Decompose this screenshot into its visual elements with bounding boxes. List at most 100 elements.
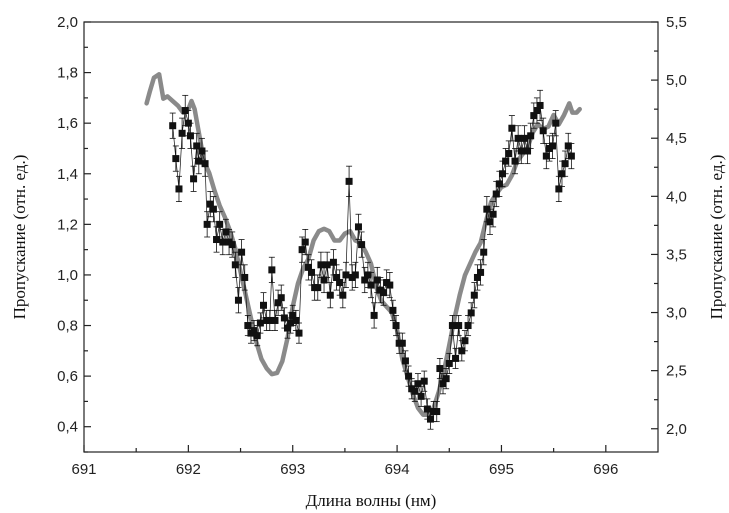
x-tick-label: 691: [71, 461, 96, 478]
data-point: [417, 392, 425, 400]
data-point: [470, 291, 478, 299]
data-point: [452, 354, 460, 362]
data-point: [555, 185, 563, 193]
data-point: [274, 299, 282, 307]
data-point: [405, 372, 413, 380]
data-point: [178, 129, 186, 137]
data-point: [209, 205, 217, 213]
data-point: [505, 150, 513, 158]
data-point: [295, 329, 303, 337]
data-point: [326, 291, 334, 299]
y-left-tick-label: 1,2: [57, 216, 78, 233]
data-point: [473, 273, 481, 281]
data-point: [370, 311, 378, 319]
data-point: [195, 157, 203, 165]
data-point: [190, 175, 198, 183]
data-point: [436, 365, 444, 373]
data-point: [423, 405, 431, 413]
left-y-axis-title: Пропускание (отн. ед.): [10, 155, 29, 320]
y-right-tick-label: 5,0: [666, 72, 687, 89]
data-point: [317, 261, 325, 269]
data-point: [527, 132, 535, 140]
data-point: [552, 119, 560, 127]
data-point: [284, 324, 292, 332]
data-point: [228, 241, 236, 249]
data-point: [277, 294, 285, 302]
points-connector-line: [172, 104, 572, 421]
data-point: [492, 190, 500, 198]
data-point: [351, 271, 359, 279]
y-left-tick-label: 1,0: [57, 267, 78, 284]
data-point: [280, 314, 288, 322]
data-point: [266, 316, 274, 324]
data-point: [186, 132, 194, 140]
data-point: [520, 134, 528, 142]
data-point: [486, 218, 494, 226]
data-point: [398, 339, 406, 347]
data-point: [213, 236, 221, 244]
y-left-tick-label: 0,6: [57, 368, 78, 385]
data-point: [203, 220, 211, 228]
data-point: [201, 160, 209, 168]
data-point: [345, 177, 353, 185]
data-point: [298, 246, 306, 254]
data-point: [439, 380, 447, 388]
data-point: [524, 147, 532, 155]
data-point: [304, 263, 312, 271]
data-point: [517, 147, 525, 155]
y-right-tick-label: 5,5: [666, 14, 687, 31]
y-left-tick-label: 0,4: [57, 419, 78, 436]
data-points-layer: [169, 101, 575, 423]
data-point: [250, 327, 258, 335]
data-point: [323, 261, 331, 269]
data-point: [206, 200, 214, 208]
data-point: [442, 375, 450, 383]
data-point: [508, 124, 516, 132]
data-point: [477, 268, 485, 276]
data-point: [373, 276, 381, 284]
x-tick-label: 694: [385, 461, 410, 478]
data-point: [511, 157, 519, 165]
data-point: [320, 276, 328, 284]
data-point: [287, 319, 295, 327]
data-point: [172, 155, 180, 163]
data-point: [420, 377, 428, 385]
data-point: [389, 306, 397, 314]
data-point: [567, 152, 575, 160]
data-point: [231, 261, 239, 269]
data-point: [561, 160, 569, 168]
data-point: [401, 357, 409, 365]
data-point: [489, 210, 497, 218]
data-point: [467, 309, 475, 317]
data-point: [175, 185, 183, 193]
x-tick-label: 695: [489, 461, 514, 478]
data-point: [354, 223, 362, 231]
data-point: [308, 268, 316, 276]
data-point: [289, 311, 297, 319]
data-point: [181, 107, 189, 115]
data-point: [461, 337, 469, 345]
data-point: [333, 273, 341, 281]
data-point: [458, 347, 466, 355]
data-point: [530, 112, 538, 120]
data-point: [542, 152, 550, 160]
data-point: [198, 147, 206, 155]
data-point: [169, 122, 177, 130]
data-point: [193, 142, 201, 150]
data-point: [260, 301, 268, 309]
data-point: [244, 322, 252, 330]
data-point: [339, 291, 347, 299]
x-tick-label: 693: [280, 461, 305, 478]
data-point: [268, 266, 276, 274]
data-point: [271, 316, 279, 324]
data-point: [414, 380, 422, 388]
data-point: [386, 281, 394, 289]
data-point: [301, 238, 309, 246]
y-left-tick-label: 1,6: [57, 115, 78, 132]
data-point: [480, 248, 488, 256]
data-point: [216, 220, 224, 228]
data-point: [392, 322, 400, 330]
data-point: [380, 289, 388, 297]
y-right-tick-label: 3,0: [666, 305, 687, 322]
